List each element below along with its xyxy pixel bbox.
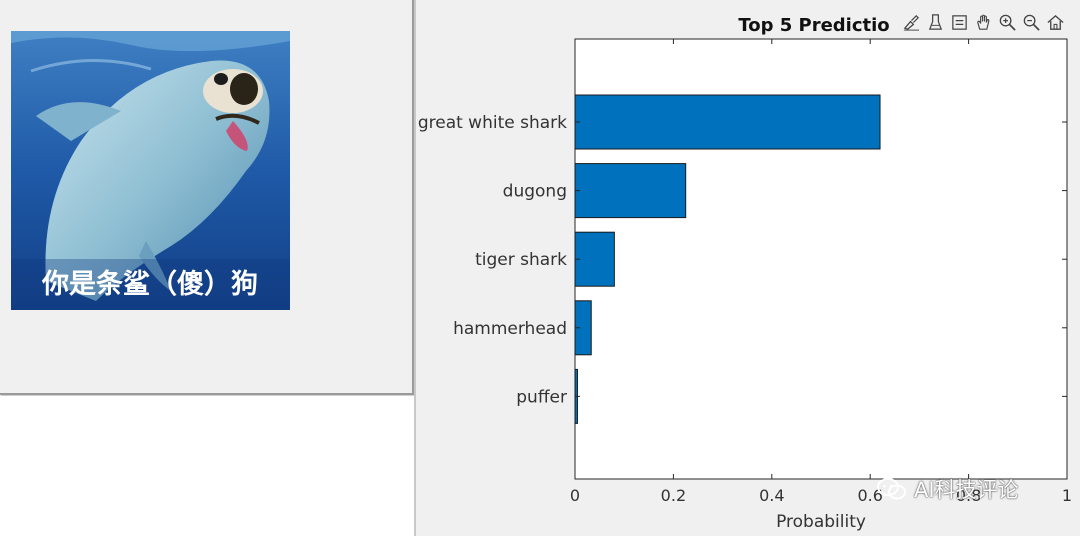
image-caption: 你是条鲨（傻）狗 (41, 269, 258, 300)
x-tick-label: 0.8 (956, 486, 981, 505)
y-tick-label: great white shark (418, 113, 567, 133)
input-image: 你是条鲨（傻）狗 (11, 31, 290, 310)
x-tick-label: 0.4 (759, 486, 784, 505)
image-figure-window: 你是条鲨（傻）狗 (0, 0, 414, 395)
bar-tiger-shark (574, 231, 615, 287)
wechat-icon (877, 478, 906, 500)
shark-dog-photo: 你是条鲨（傻）狗 (11, 31, 290, 310)
bar-great-white-shark (574, 94, 881, 150)
x-tick-label: 0.2 (661, 486, 686, 505)
chart-title: Top 5 Predictio (738, 15, 889, 36)
x-tick-label: 0 (570, 486, 580, 505)
brush-icon[interactable] (901, 11, 922, 33)
y-tick-label: tiger shark (475, 250, 567, 270)
zoom-out-icon[interactable] (1021, 11, 1042, 33)
x-axis-label: Probability (776, 512, 866, 532)
watermark-text: AI科技评论 (914, 478, 1019, 502)
x-tick-label: 1 (1062, 486, 1072, 505)
legend-icon[interactable] (949, 11, 970, 33)
x-tick-label: 0.6 (857, 486, 882, 505)
y-tick-label: puffer (516, 387, 567, 407)
y-tick-label: hammerhead (453, 319, 567, 339)
bar-dugong (574, 163, 687, 219)
home-icon[interactable] (1045, 11, 1066, 33)
watermark: AI科技评论 (876, 474, 1019, 504)
eraser-icon[interactable] (925, 11, 946, 33)
zoom-in-icon[interactable] (997, 11, 1018, 33)
y-tick-label: dugong (503, 182, 567, 202)
figure-toolbar (901, 11, 1066, 33)
pan-hand-icon[interactable] (973, 11, 994, 33)
